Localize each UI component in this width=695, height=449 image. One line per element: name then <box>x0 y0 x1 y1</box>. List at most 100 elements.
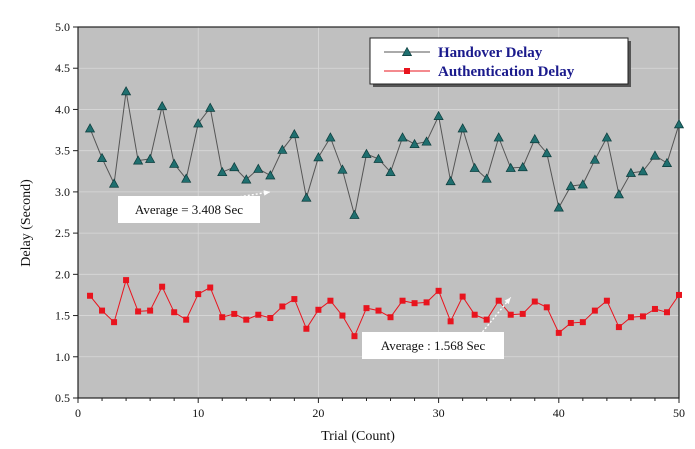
data-point-triangle <box>84 123 96 133</box>
data-point-triangle <box>145 153 156 163</box>
data-point-square <box>411 300 418 307</box>
y-tick-label: 2.0 <box>55 267 70 281</box>
legend-entry: Authentication Delay <box>384 64 575 80</box>
data-point-square <box>255 311 262 318</box>
legend-box <box>369 37 629 85</box>
data-point-square <box>171 309 178 316</box>
data-point-triangle <box>277 144 288 154</box>
data-point-square <box>507 311 514 318</box>
x-tick-label: 30 <box>433 406 445 420</box>
series-layer <box>84 86 685 340</box>
legend-label: Authentication Delay <box>438 64 575 80</box>
data-point-triangle <box>541 147 552 158</box>
annotation-arrow-head <box>504 297 511 305</box>
data-point-square <box>243 316 250 323</box>
data-point-triangle <box>493 132 504 142</box>
data-point-triangle <box>433 110 444 120</box>
data-point-square <box>339 312 346 319</box>
plot-frame <box>77 26 680 399</box>
data-point-square <box>651 305 658 312</box>
data-point-triangle <box>169 158 180 168</box>
data-point-square <box>111 319 118 326</box>
legend-label: Handover Delay <box>438 45 543 61</box>
data-point-triangle <box>349 209 360 219</box>
annotations: Average = 3.408 Sec Average : 1.568 Sec <box>118 190 512 359</box>
data-point-triangle <box>265 170 276 180</box>
data-point-square <box>447 318 454 325</box>
data-point-square <box>627 314 634 321</box>
data-point-square <box>315 306 322 313</box>
average-annotation: Average : 1.568 Sec <box>362 296 512 359</box>
data-point-triangle <box>373 153 384 163</box>
y-axis-title: Delay (Second) <box>19 179 34 267</box>
data-point-square <box>363 305 370 312</box>
data-point-square <box>591 307 598 314</box>
data-point-triangle <box>505 162 516 172</box>
data-point-triangle <box>205 102 216 112</box>
data-point-triangle <box>385 166 396 177</box>
x-tick-label: 10 <box>192 406 204 420</box>
data-point-square <box>207 284 214 291</box>
data-point-square <box>555 329 562 336</box>
data-point-square <box>267 315 274 322</box>
annotation-arrow-line <box>479 296 512 336</box>
data-point-triangle <box>421 136 432 146</box>
data-point-triangle <box>481 173 492 183</box>
data-point-triangle <box>589 154 600 164</box>
data-point-triangle <box>397 132 408 142</box>
data-point-triangle <box>108 178 120 188</box>
data-point-triangle <box>361 148 372 158</box>
data-point-square <box>123 277 130 284</box>
data-point-square <box>147 307 154 314</box>
x-tick-label: 40 <box>553 406 565 420</box>
data-point-square <box>531 298 538 305</box>
data-point-triangle <box>529 133 540 144</box>
data-point-square <box>387 314 394 321</box>
data-point-square <box>219 314 226 321</box>
data-point-triangle <box>553 202 564 212</box>
data-point-triangle <box>181 173 192 183</box>
data-point-triangle <box>469 162 480 172</box>
legend-entry: Handover Delay <box>384 45 543 61</box>
y-tick-label: 4.0 <box>55 102 70 116</box>
data-point-triangle <box>445 175 456 186</box>
data-point-triangle <box>637 166 649 176</box>
y-tick-label: 1.0 <box>55 350 70 364</box>
data-point-square <box>135 308 142 315</box>
data-point-square <box>195 291 202 298</box>
data-point-square <box>663 309 670 316</box>
annotation-arrow-line <box>231 191 271 199</box>
data-point-triangle <box>409 138 420 149</box>
data-point-square <box>423 299 430 306</box>
y-tick-label: 3.0 <box>55 185 70 199</box>
data-point-triangle <box>325 132 336 142</box>
data-point-square <box>603 297 610 304</box>
series-authentication-delay <box>87 277 682 340</box>
data-point-triangle <box>613 189 624 199</box>
data-point-square <box>543 304 550 311</box>
data-point-square <box>676 291 682 298</box>
data-point-square <box>483 316 490 323</box>
data-point-triangle <box>649 150 661 160</box>
data-point-square <box>579 319 586 326</box>
data-point-triangle <box>217 166 228 177</box>
x-axis-title: Trial (Count) <box>321 429 395 444</box>
y-tick-label: 4.5 <box>55 61 70 75</box>
average-annotation: Average = 3.408 Sec <box>118 190 271 223</box>
data-point-square <box>291 296 298 303</box>
data-point-square <box>303 325 310 332</box>
legend-marker-triangle <box>401 46 413 56</box>
data-point-triangle <box>661 157 673 167</box>
data-point-square <box>87 292 94 299</box>
data-point-square <box>231 310 238 317</box>
data-point-triangle <box>120 86 132 96</box>
annotation-text: Average : 1.568 Sec <box>381 338 486 353</box>
legend-marker-square <box>404 68 410 74</box>
data-point-triangle <box>96 152 108 163</box>
data-point-triangle <box>457 123 468 133</box>
data-point-triangle <box>229 161 240 172</box>
data-point-triangle <box>253 163 264 173</box>
data-point-triangle <box>601 132 612 142</box>
